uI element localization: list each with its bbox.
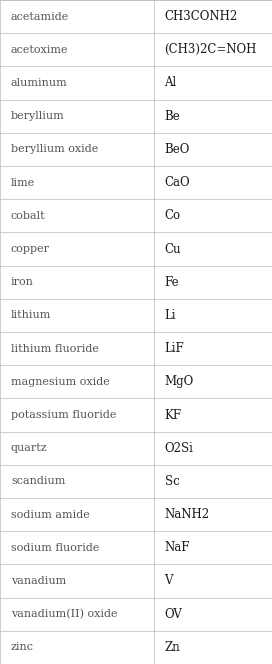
Text: Fe: Fe	[165, 276, 179, 289]
Text: BeO: BeO	[165, 143, 190, 156]
Text: CaO: CaO	[165, 176, 190, 189]
Text: potassium fluoride: potassium fluoride	[11, 410, 116, 420]
Text: quartz: quartz	[11, 443, 48, 454]
Text: sodium fluoride: sodium fluoride	[11, 542, 99, 553]
Text: (CH3)2C=NOH: (CH3)2C=NOH	[165, 43, 257, 56]
Text: magnesium oxide: magnesium oxide	[11, 376, 110, 387]
Text: zinc: zinc	[11, 642, 34, 653]
Text: V: V	[165, 574, 173, 588]
Text: LiF: LiF	[165, 342, 184, 355]
Text: CH3CONH2: CH3CONH2	[165, 10, 238, 23]
Text: acetoxime: acetoxime	[11, 44, 68, 55]
Text: iron: iron	[11, 277, 34, 288]
Text: Al: Al	[165, 76, 177, 90]
Text: Li: Li	[165, 309, 176, 322]
Text: OV: OV	[165, 608, 183, 621]
Text: beryllium: beryllium	[11, 111, 65, 122]
Text: cobalt: cobalt	[11, 210, 45, 221]
Text: KF: KF	[165, 408, 182, 422]
Text: acetamide: acetamide	[11, 11, 69, 22]
Text: Sc: Sc	[165, 475, 179, 488]
Text: O2Si: O2Si	[165, 442, 193, 455]
Text: NaNH2: NaNH2	[165, 508, 210, 521]
Text: Be: Be	[165, 110, 180, 123]
Text: aluminum: aluminum	[11, 78, 68, 88]
Text: vanadium(II) oxide: vanadium(II) oxide	[11, 609, 118, 620]
Text: MgO: MgO	[165, 375, 194, 388]
Text: NaF: NaF	[165, 541, 190, 554]
Text: vanadium: vanadium	[11, 576, 66, 586]
Text: Zn: Zn	[165, 641, 180, 654]
Text: Cu: Cu	[165, 242, 181, 256]
Text: sodium amide: sodium amide	[11, 509, 90, 520]
Text: scandium: scandium	[11, 476, 65, 487]
Text: Co: Co	[165, 209, 181, 222]
Text: lithium: lithium	[11, 310, 51, 321]
Text: lithium fluoride: lithium fluoride	[11, 343, 99, 354]
Text: beryllium oxide: beryllium oxide	[11, 144, 98, 155]
Text: lime: lime	[11, 177, 35, 188]
Text: copper: copper	[11, 244, 50, 254]
